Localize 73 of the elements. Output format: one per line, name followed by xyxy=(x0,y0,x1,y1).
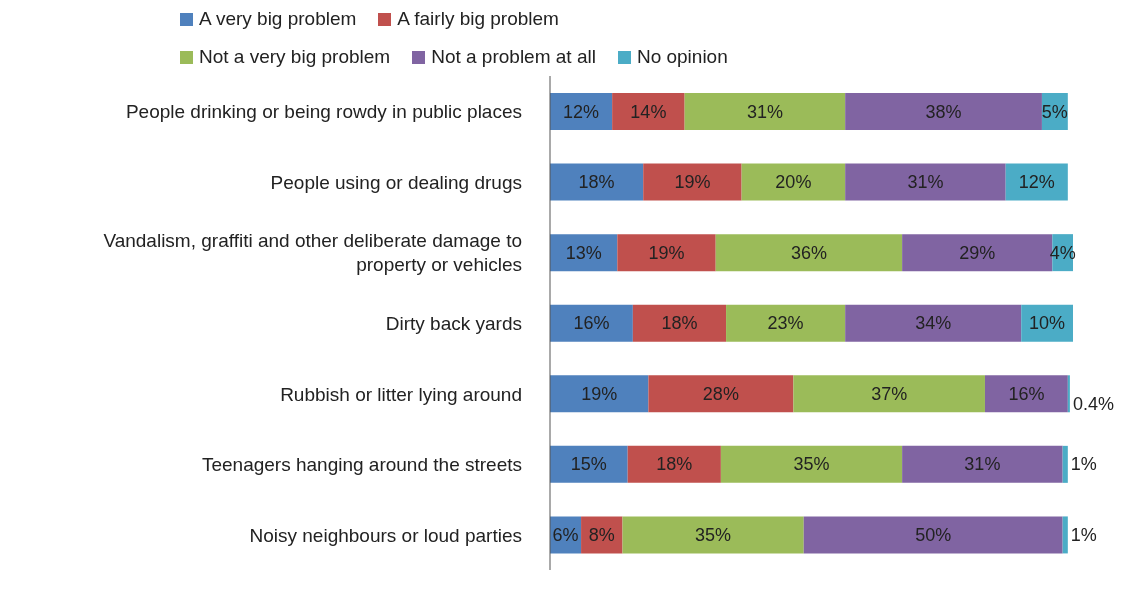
data-label: 19% xyxy=(581,383,618,404)
bar xyxy=(793,375,985,413)
data-label: 8% xyxy=(588,524,615,545)
legend-label: No opinion xyxy=(636,46,728,68)
data-label: 35% xyxy=(695,524,732,545)
y-tick-label: Teenagers hanging around the streets xyxy=(201,453,522,475)
bar xyxy=(550,163,644,201)
data-label: 34% xyxy=(915,313,952,334)
bar xyxy=(627,445,721,483)
bar xyxy=(902,445,1063,483)
bar xyxy=(684,93,846,130)
bar xyxy=(550,304,633,342)
data-label: 5% xyxy=(1041,101,1068,122)
data-label: 14% xyxy=(630,101,667,122)
bar xyxy=(845,163,1006,201)
data-label: 12% xyxy=(563,101,600,122)
data-label: 19% xyxy=(648,242,685,263)
data-label: 16% xyxy=(573,313,610,334)
bar xyxy=(550,375,649,413)
data-label: 16% xyxy=(1008,383,1045,404)
bar xyxy=(1005,163,1068,201)
data-label: 31% xyxy=(907,172,944,193)
data-label: 50% xyxy=(915,524,952,545)
data-label: 29% xyxy=(959,242,996,263)
bar xyxy=(1062,445,1068,483)
bar xyxy=(845,93,1042,130)
bar xyxy=(803,516,1063,554)
legend-label: A very big problem xyxy=(199,8,357,30)
y-tick-label: Rubbish or litter lying around xyxy=(280,383,522,405)
bar xyxy=(617,234,716,272)
bar xyxy=(612,93,685,130)
data-label: 6% xyxy=(552,524,579,545)
data-label: 20% xyxy=(775,172,812,193)
data-label: 38% xyxy=(925,101,962,122)
bar xyxy=(720,445,903,483)
bar xyxy=(741,163,846,201)
data-label: 31% xyxy=(964,454,1001,475)
y-tick-label: People using or dealing drugs xyxy=(270,171,522,193)
bar xyxy=(845,304,1022,342)
bar xyxy=(632,304,727,342)
bar xyxy=(622,516,804,554)
legend-label: A fairly big problem xyxy=(397,8,559,30)
data-label: 37% xyxy=(871,383,908,404)
data-label: 23% xyxy=(767,313,804,334)
bar xyxy=(984,375,1068,413)
bar xyxy=(550,445,628,483)
data-label: 28% xyxy=(702,383,739,404)
bar xyxy=(726,304,846,342)
bar xyxy=(648,375,794,413)
data-label: 1% xyxy=(1070,524,1097,545)
bar xyxy=(643,163,742,201)
data-label: 10% xyxy=(1029,313,1066,334)
data-label: 15% xyxy=(570,454,607,475)
data-label: 19% xyxy=(674,172,711,193)
data-label: 12% xyxy=(1018,172,1055,193)
y-tick-label: Noisy neighbours or loud parties xyxy=(249,524,522,546)
bar xyxy=(715,234,903,272)
data-label: 13% xyxy=(565,242,602,263)
y-tick-label: Dirty back yards xyxy=(385,312,522,334)
data-label: 18% xyxy=(578,172,615,193)
legend-label: Not a problem at all xyxy=(431,46,596,68)
data-label: 1% xyxy=(1070,454,1097,475)
bar xyxy=(1062,516,1068,554)
data-label: 18% xyxy=(656,454,693,475)
data-label: 35% xyxy=(793,454,830,475)
y-tick-label: People drinking or being rowdy in public places xyxy=(125,100,522,122)
data-label: 36% xyxy=(790,242,827,263)
data-label: 0.4% xyxy=(1072,393,1114,414)
legend-label: Not a very big problem xyxy=(199,46,391,68)
data-label: 18% xyxy=(661,313,698,334)
bar xyxy=(1067,375,1070,413)
data-label: 31% xyxy=(746,101,783,122)
y-tick-label: Vandalism, graffiti and other deliberate damage to property or vehicles xyxy=(103,229,522,275)
